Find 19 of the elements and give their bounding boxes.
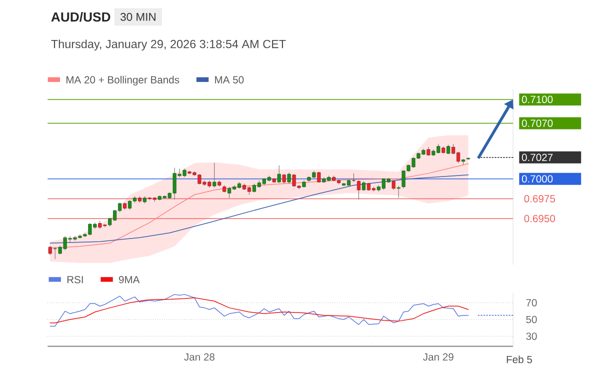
legend-label: MA 20 + Bollinger Bands	[66, 76, 180, 86]
legend-label: MA 50	[215, 76, 244, 84]
y-tick-label: 0.7070	[522, 119, 553, 127]
x-tick-label: Jan 28	[184, 353, 214, 360]
y-tick-label: 0.7000	[522, 175, 553, 182]
legend-label: 9MA	[118, 276, 140, 284]
y-tick-label: 0.7027	[522, 154, 553, 161]
y-tick-label: 0.6975	[524, 194, 555, 202]
y-tick-label: 50	[526, 316, 537, 323]
text: Feb 5	[506, 355, 532, 364]
y-tick-label: 0.7100	[522, 96, 553, 103]
chart-title: AUD/USD	[51, 12, 110, 22]
y-tick-label: 30	[526, 332, 537, 340]
legend-label: RSI	[67, 276, 83, 284]
y-tick-label: 70	[526, 298, 537, 306]
text: Thursday, January 29, 2026 3:18:54 AM CET	[51, 39, 286, 50]
y-tick-label: 0.6950	[524, 214, 556, 222]
chart-subtitle: 30 MIN	[120, 12, 156, 21]
x-tick-label: Jan 29	[423, 353, 454, 360]
